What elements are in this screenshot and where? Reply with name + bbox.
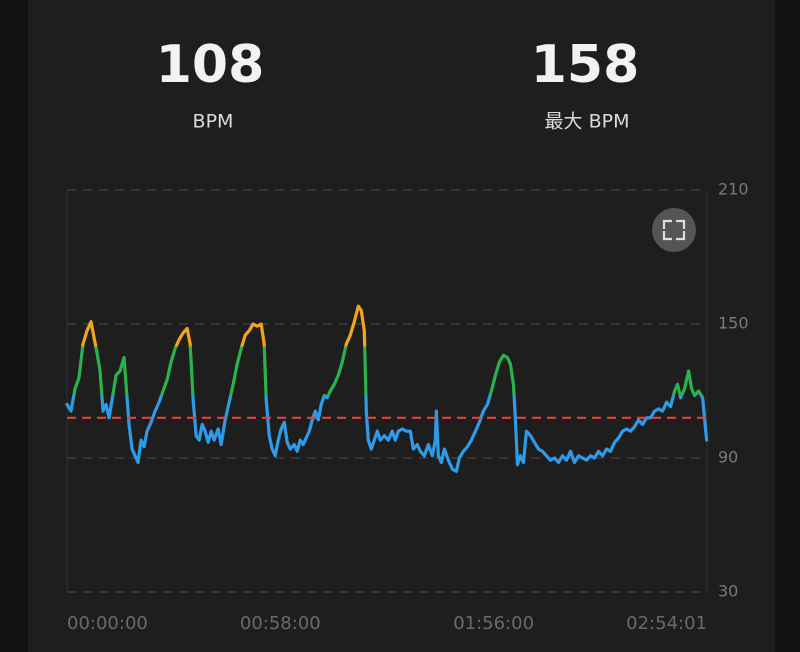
avg-value: 108 bbox=[156, 35, 265, 95]
max-label: 最大 BPM bbox=[545, 111, 630, 133]
panel bbox=[28, 0, 775, 652]
heart-rate-line bbox=[65, 304, 709, 473]
avg-label: BPM bbox=[193, 111, 234, 133]
expand-button[interactable] bbox=[652, 208, 696, 252]
y-tick-label: 150 bbox=[718, 314, 749, 333]
y-tick-label: 30 bbox=[718, 582, 738, 601]
y-tick-label: 210 bbox=[718, 180, 749, 199]
expand-icon[interactable] bbox=[662, 219, 686, 241]
expand-button-bg[interactable] bbox=[652, 208, 696, 252]
x-tick-label: 00:58:00 bbox=[240, 613, 321, 634]
x-tick-label: 01:56:00 bbox=[453, 613, 534, 634]
y-tick-label: 90 bbox=[718, 448, 738, 467]
max-value: 158 bbox=[531, 35, 640, 95]
x-tick-label: 00:00:00 bbox=[67, 613, 148, 634]
x-tick-label: 02:54:01 bbox=[626, 613, 707, 634]
